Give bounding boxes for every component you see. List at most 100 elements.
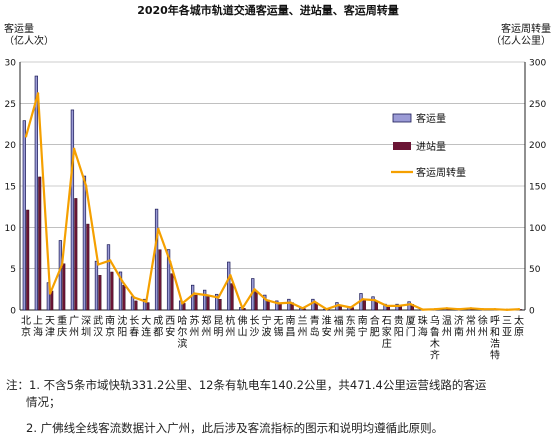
category-label-char: 无 xyxy=(274,316,284,327)
category-label-char: 亚 xyxy=(502,328,512,339)
legend-label-passenger-volume: 客运量 xyxy=(416,112,446,125)
category-label: 重庆 xyxy=(57,314,67,339)
line-point xyxy=(325,307,328,311)
category-label: 成都 xyxy=(153,315,163,339)
category-label-char: 徐 xyxy=(478,314,488,327)
left-tick-label: 10 xyxy=(5,224,17,234)
line-point xyxy=(36,92,40,95)
category-label-char: 滨 xyxy=(177,337,187,350)
line-point xyxy=(517,307,521,311)
category-label: 南京 xyxy=(105,314,115,339)
legend-label-turnover: 客运周转量 xyxy=(416,166,466,179)
line-point xyxy=(84,184,88,188)
line-point xyxy=(133,296,136,299)
category-label: 南宁 xyxy=(358,314,368,339)
category-label-char: 三 xyxy=(502,316,512,327)
bar-entries xyxy=(134,300,138,311)
category-label-char: 苏 xyxy=(189,314,199,327)
bar-passenger-volume xyxy=(287,298,291,311)
bar-entries xyxy=(38,176,42,311)
category-label: 苏州 xyxy=(189,314,199,339)
line-point xyxy=(265,298,268,302)
gridlines xyxy=(20,61,525,269)
category-label-char: 阳 xyxy=(117,327,127,339)
category-label: 南昌 xyxy=(286,314,296,339)
category-label-char: 津 xyxy=(45,327,55,339)
bar-passenger-volume xyxy=(371,296,375,311)
bar-passenger-volume xyxy=(94,260,99,311)
category-label: 珠海 xyxy=(418,314,428,339)
right-tick-label: 250 xyxy=(529,100,546,110)
bar-passenger-volume xyxy=(142,298,147,311)
category-label-char: 济 xyxy=(454,314,464,327)
category-label-char: 州 xyxy=(466,327,476,339)
category-label-char: 海 xyxy=(33,326,43,339)
category-label-char: 南 xyxy=(286,314,296,327)
chart-title: 2020年各城市轨道交通客运量、进站量、客运周转量 xyxy=(137,3,399,17)
right-axis-label: 客运周转量（亿人公里） xyxy=(491,22,551,47)
category-label: 福州 xyxy=(334,314,344,339)
category-label-char: 东 xyxy=(346,314,356,327)
right-tick-label: 150 xyxy=(529,183,546,193)
bar-passenger-volume xyxy=(34,75,38,311)
category-label-char: 广 xyxy=(69,315,79,327)
bar-passenger-volume xyxy=(58,240,63,311)
category-label-char: 门 xyxy=(406,326,416,339)
category-label-char: 京 xyxy=(21,326,31,339)
category-label: 石家庄 xyxy=(382,316,392,350)
category-label-char: 浩 xyxy=(490,338,500,350)
category-label-char: 佛 xyxy=(237,314,247,327)
footnote-2: 2. 广佛线全线客流数据计入广州，此后涉及客流指标的图示和说明均遵循此原则。 xyxy=(26,421,444,435)
line-series xyxy=(24,92,521,311)
category-label-char: 宁 xyxy=(261,314,271,327)
category-label-char: 南 xyxy=(105,314,115,327)
bar-passenger-volume xyxy=(203,289,207,311)
category-label-char: 肥 xyxy=(370,327,380,339)
line-turnover xyxy=(24,92,520,311)
left-tick-label: 30 xyxy=(5,59,17,69)
category-label-char: 和 xyxy=(490,327,500,339)
category-label-char: 沙 xyxy=(249,327,259,339)
category-label: 广州 xyxy=(69,315,79,339)
bar-entries xyxy=(122,285,126,311)
category-label-char: 沈 xyxy=(117,314,127,327)
category-label-char: 安 xyxy=(165,326,175,339)
line-point xyxy=(241,307,244,310)
bar-passenger-volume xyxy=(70,109,75,311)
category-label: 杭州 xyxy=(225,314,235,339)
category-label-char: 天 xyxy=(45,316,55,327)
bar-passenger-volume xyxy=(263,294,267,311)
line-point xyxy=(48,292,52,295)
category-label: 合肥 xyxy=(370,314,380,339)
category-label-char: 圳 xyxy=(81,327,91,339)
category-label: 长春 xyxy=(129,315,139,339)
category-label: 太原 xyxy=(514,314,524,339)
category-label-char: 鲁 xyxy=(430,326,440,339)
category-label: 徐州 xyxy=(478,314,488,339)
line-point xyxy=(409,303,412,306)
line-point xyxy=(60,263,64,266)
category-label-char: 武 xyxy=(93,314,103,327)
line-point xyxy=(289,301,292,304)
bar-entries xyxy=(110,271,114,311)
category-label: 长沙 xyxy=(249,315,259,339)
category-label: 哈尔滨 xyxy=(177,314,187,350)
category-label: 佛山 xyxy=(237,314,247,339)
category-label-char: 莞 xyxy=(346,327,356,339)
category-label-char: 昆 xyxy=(213,315,223,327)
category-label-char: 上 xyxy=(33,315,43,327)
bar-entries xyxy=(170,273,174,311)
bar-passenger-volume xyxy=(215,293,219,311)
line-point xyxy=(277,302,280,305)
bar-passenger-volume xyxy=(118,271,123,311)
category-label-char: 岛 xyxy=(310,326,320,339)
category-label: 贵阳 xyxy=(394,314,404,339)
bar-entries xyxy=(62,263,66,311)
category-label-char: 阳 xyxy=(394,327,404,339)
line-point xyxy=(421,308,424,311)
category-label-char: 锡 xyxy=(274,326,284,339)
category-label-char: 京 xyxy=(105,326,115,339)
bar-passenger-volume xyxy=(190,284,195,311)
chart: 2020年各城市轨道交通客运量、进站量、客运周转量 客运量（亿人次） 客运周转量… xyxy=(4,3,551,362)
left-tick-label: 0 xyxy=(10,307,16,317)
